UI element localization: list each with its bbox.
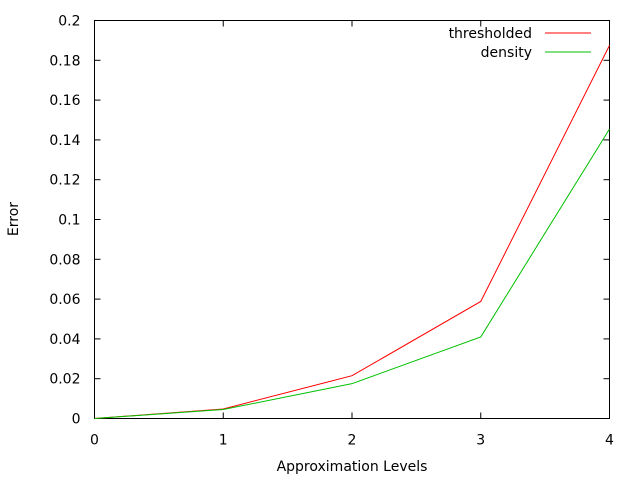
y-tick-label: 0.08 — [49, 252, 80, 268]
y-tick-label: 0.14 — [49, 133, 80, 149]
y-tick-label: 0 — [72, 412, 81, 428]
y-tick-labels: 0 0.02 0.04 0.06 0.08 0.1 0.12 0.14 0.16 0.18 0.2 — [49, 14, 80, 428]
y-axis-title: Error — [6, 202, 22, 236]
y-tick-label: 0.2 — [58, 14, 80, 30]
x-axis-title: Approximation Levels — [277, 459, 428, 475]
plot-frame — [94, 20, 610, 419]
x-tick-labels: 0 1 2 3 4 — [90, 433, 614, 449]
x-tick-label: 4 — [605, 433, 614, 449]
y-tick-label: 0.04 — [49, 332, 80, 348]
x-tick-label: 1 — [219, 433, 228, 449]
series-line-thresholded — [94, 45, 610, 419]
y-tick-label: 0.12 — [49, 173, 80, 189]
y-tick-label: 0.18 — [49, 53, 80, 69]
x-tick-label: 0 — [90, 433, 99, 449]
legend: thresholded density — [449, 26, 591, 61]
series-lines — [94, 45, 610, 419]
y-tick-label: 0.1 — [58, 213, 80, 229]
x-tick-label: 3 — [476, 433, 485, 449]
y-tick-label: 0.06 — [49, 292, 80, 308]
legend-label-thresholded: thresholded — [449, 26, 532, 42]
tick-marks — [94, 20, 610, 419]
y-tick-label: 0.16 — [49, 93, 80, 109]
series-line-density — [94, 128, 610, 419]
x-tick-label: 2 — [348, 433, 357, 449]
y-tick-label: 0.02 — [49, 372, 80, 388]
legend-label-density: density — [481, 45, 532, 61]
